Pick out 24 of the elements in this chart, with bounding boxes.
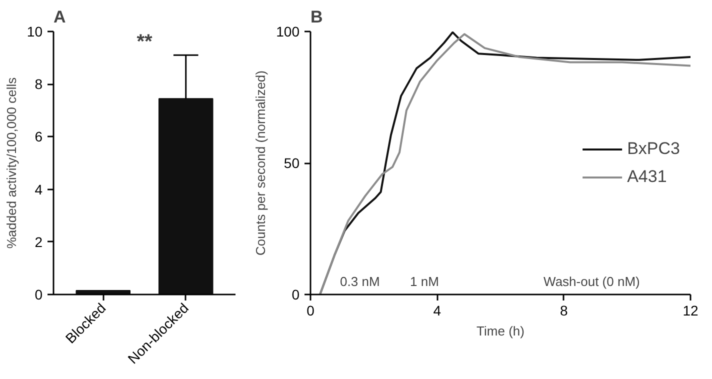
- y-tick-label: 4: [34, 181, 43, 198]
- x-tick-label: 4: [433, 302, 442, 318]
- y-tick-label: 8: [34, 76, 43, 92]
- y-tick-label: 100: [276, 24, 300, 40]
- chart-title: B: [310, 8, 323, 26]
- y-axis-title: %added activity/100,000 cells: [4, 76, 19, 249]
- chart-title: A: [54, 8, 66, 26]
- y-tick-label: 6: [34, 128, 43, 145]
- annotation: **: [136, 31, 152, 54]
- x-tick-label: 12: [682, 302, 698, 318]
- annotation: 0.3 nM: [340, 274, 380, 290]
- legend-label: A431: [627, 166, 667, 186]
- x-axis-title: Time (h): [476, 324, 524, 338]
- y-tick-label: 0: [292, 286, 300, 302]
- y-tick-label: 50: [284, 155, 300, 171]
- annotation: Wash-out (0 nM): [544, 274, 640, 290]
- y-tick-label: 0: [34, 286, 43, 302]
- y-tick-label: 2: [34, 234, 43, 250]
- annotation: 1 nM: [410, 274, 439, 290]
- x-tick-label: 8: [560, 302, 568, 318]
- y-axis-title: Counts per second (normalized): [253, 70, 268, 256]
- x-tick-label: 0: [306, 302, 315, 318]
- legend-label: BxPC3: [627, 138, 680, 158]
- y-tick-label: 10: [26, 24, 43, 40]
